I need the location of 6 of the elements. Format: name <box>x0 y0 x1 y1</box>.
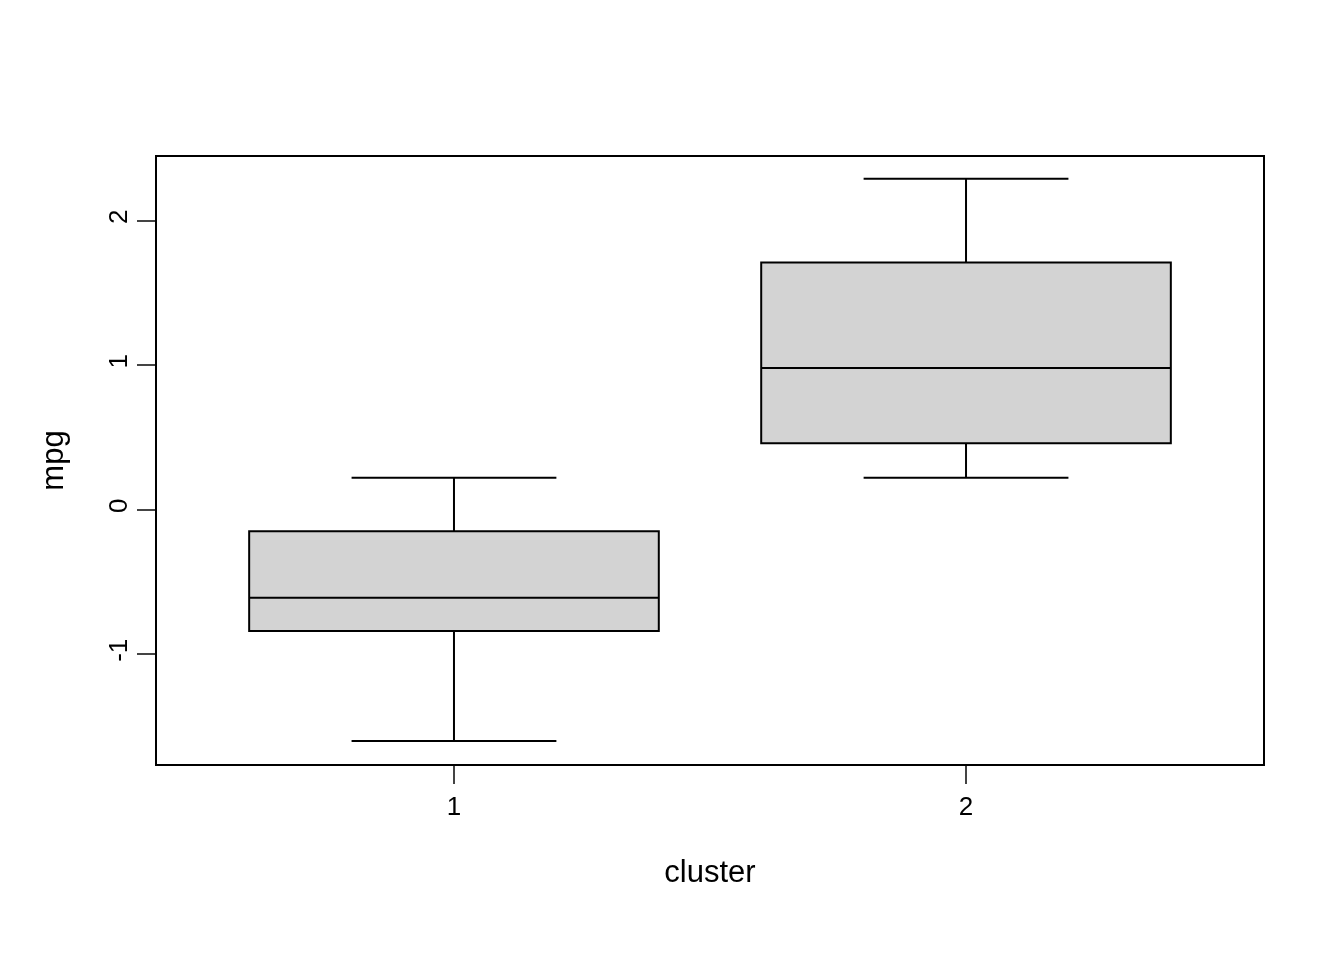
y-tick-label: -1 <box>102 638 133 662</box>
y-tick-label: 1 <box>102 353 133 369</box>
x-axis-title: cluster <box>664 853 756 889</box>
y-tick-label: 2 <box>102 209 133 224</box>
y-axis-title: mpg <box>34 430 70 491</box>
y-tick-label: 0 <box>102 498 133 513</box>
